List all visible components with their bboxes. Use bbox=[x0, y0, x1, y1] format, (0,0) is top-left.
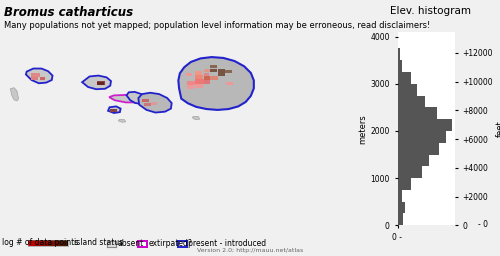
Polygon shape bbox=[82, 76, 111, 89]
Bar bbox=[225, 70, 232, 73]
Polygon shape bbox=[192, 116, 200, 120]
Bar bbox=[398, 108, 437, 119]
Polygon shape bbox=[10, 88, 18, 101]
Bar bbox=[204, 69, 210, 72]
Bar bbox=[398, 214, 403, 225]
Text: Bromus catharticus: Bromus catharticus bbox=[4, 6, 133, 19]
Text: island status: island status bbox=[74, 238, 123, 247]
Bar bbox=[218, 69, 225, 72]
Bar bbox=[187, 81, 196, 85]
Bar bbox=[398, 84, 417, 96]
Bar bbox=[196, 84, 203, 88]
Bar bbox=[398, 202, 405, 214]
Bar bbox=[398, 155, 430, 166]
Bar bbox=[210, 65, 217, 68]
Bar bbox=[398, 72, 411, 84]
Bar bbox=[204, 73, 210, 76]
Text: Many populations not yet mapped; population level information may be erroneous, : Many populations not yet mapped; populat… bbox=[4, 21, 430, 30]
Bar bbox=[204, 76, 211, 80]
Bar bbox=[398, 190, 402, 202]
Bar bbox=[151, 102, 157, 105]
Text: - 0: - 0 bbox=[478, 220, 488, 229]
Bar bbox=[196, 71, 202, 75]
Bar bbox=[398, 96, 425, 108]
Bar bbox=[110, 109, 117, 112]
Bar bbox=[196, 75, 203, 79]
Bar bbox=[226, 82, 233, 86]
Polygon shape bbox=[109, 95, 142, 102]
Bar bbox=[97, 81, 105, 85]
Polygon shape bbox=[108, 106, 120, 113]
Bar bbox=[398, 178, 411, 190]
Bar bbox=[398, 48, 400, 60]
Bar bbox=[398, 119, 452, 131]
Bar bbox=[196, 79, 203, 84]
Bar bbox=[97, 82, 103, 85]
Bar bbox=[32, 77, 38, 80]
Text: present - introduced: present - introduced bbox=[188, 239, 266, 248]
Bar bbox=[32, 73, 40, 77]
Bar bbox=[40, 77, 45, 80]
Bar bbox=[144, 103, 151, 106]
Bar bbox=[210, 76, 218, 80]
Bar bbox=[398, 166, 422, 178]
Text: log # of data points: log # of data points bbox=[2, 238, 78, 247]
Bar bbox=[398, 60, 402, 72]
Polygon shape bbox=[126, 92, 146, 104]
Bar bbox=[142, 99, 150, 102]
Polygon shape bbox=[118, 120, 126, 122]
Text: extirpated?: extirpated? bbox=[148, 239, 192, 248]
Polygon shape bbox=[26, 69, 52, 83]
Y-axis label: meters: meters bbox=[358, 114, 368, 144]
Bar bbox=[398, 131, 446, 143]
Bar bbox=[186, 73, 192, 76]
Text: absent: absent bbox=[118, 239, 144, 248]
Polygon shape bbox=[178, 57, 254, 110]
Bar bbox=[204, 80, 210, 84]
Polygon shape bbox=[138, 93, 172, 113]
Text: Elev. histogram: Elev. histogram bbox=[390, 6, 470, 16]
Bar bbox=[210, 69, 217, 72]
Bar bbox=[218, 72, 225, 76]
Bar bbox=[398, 143, 438, 155]
Bar bbox=[187, 86, 194, 89]
Y-axis label: feet: feet bbox=[496, 120, 500, 137]
Text: Version 2.0; http://mauu.net/atlas: Version 2.0; http://mauu.net/atlas bbox=[197, 248, 303, 253]
